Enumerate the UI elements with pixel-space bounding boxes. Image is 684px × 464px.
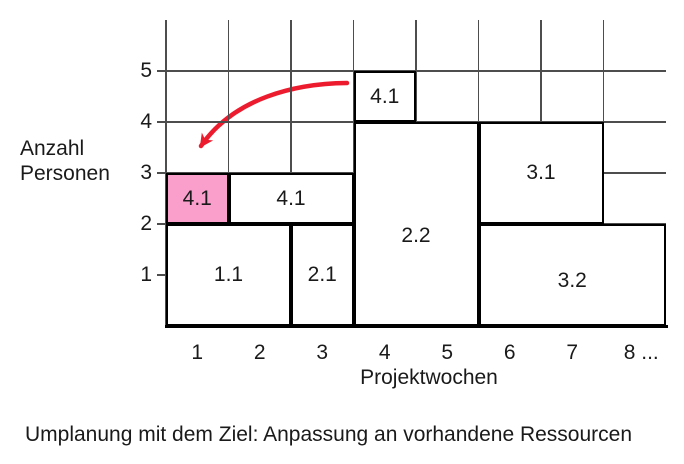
y-axis-tick-mark <box>157 223 166 225</box>
task-block-label: 4.1 <box>276 186 306 210</box>
task-block-label: 4.1 <box>182 186 212 210</box>
task-block-label: 3.1 <box>526 161 556 184</box>
task-block: 4.1 <box>353 71 416 122</box>
task-block: 4.1 <box>228 173 354 224</box>
task-block-label: 4.1 <box>370 84 400 108</box>
x-axis-title: Projektwochen <box>360 366 498 389</box>
x-axis-line <box>165 325 668 328</box>
y-axis-tick-mark <box>157 274 166 276</box>
x-axis-tick-label: 7 <box>566 341 579 364</box>
y-axis-tick-label: 2 <box>140 212 152 235</box>
resource-plan-figure: Anzahl Personen Projektwochen 1.1 2.1 2.2 3… <box>20 20 668 389</box>
figure-caption: Umplanung mit dem Ziel: Anpassung an vor… <box>25 423 633 446</box>
x-axis-tick-label: 4 <box>378 341 391 364</box>
grid-line-horizontal <box>166 70 666 72</box>
y-axis-tick-label: 5 <box>140 59 152 82</box>
y-axis-title-line1: Anzahl <box>20 137 85 160</box>
y-axis-tick-mark <box>157 121 166 123</box>
task-block: 2.2 <box>353 122 479 326</box>
y-axis-title-line2: Personen <box>20 162 110 185</box>
y-axis-title: Anzahl Personen <box>20 136 110 186</box>
highlighted-task-block: 4.1 <box>166 173 229 224</box>
y-axis-tick-label: 4 <box>140 110 152 133</box>
task-block-label: 2.2 <box>401 224 431 247</box>
y-axis-tick-label: 1 <box>140 263 152 286</box>
x-axis-tick-label: 2 <box>253 341 266 364</box>
task-block-label: 2.1 <box>307 263 337 286</box>
x-axis-tick-label: 8 ... <box>623 341 659 364</box>
x-axis-tick-label: 5 <box>441 341 454 364</box>
y-axis-tick-label: 3 <box>140 161 152 184</box>
y-axis-tick-mark <box>157 70 166 72</box>
x-axis-tick-label: 6 <box>503 341 516 364</box>
y-axis-tick-mark <box>157 172 166 174</box>
x-axis-tick-label: 3 <box>316 341 329 364</box>
task-block-label: 1.1 <box>213 263 244 286</box>
task-block-label: 3.2 <box>557 269 587 292</box>
replan-arrow-curve <box>198 80 350 149</box>
task-block: 3.2 <box>478 224 666 326</box>
task-block: 1.1 <box>166 224 291 326</box>
x-axis-tick-label: 1 <box>191 341 204 364</box>
task-block: 2.1 <box>291 224 354 326</box>
task-block: 3.1 <box>478 122 604 224</box>
